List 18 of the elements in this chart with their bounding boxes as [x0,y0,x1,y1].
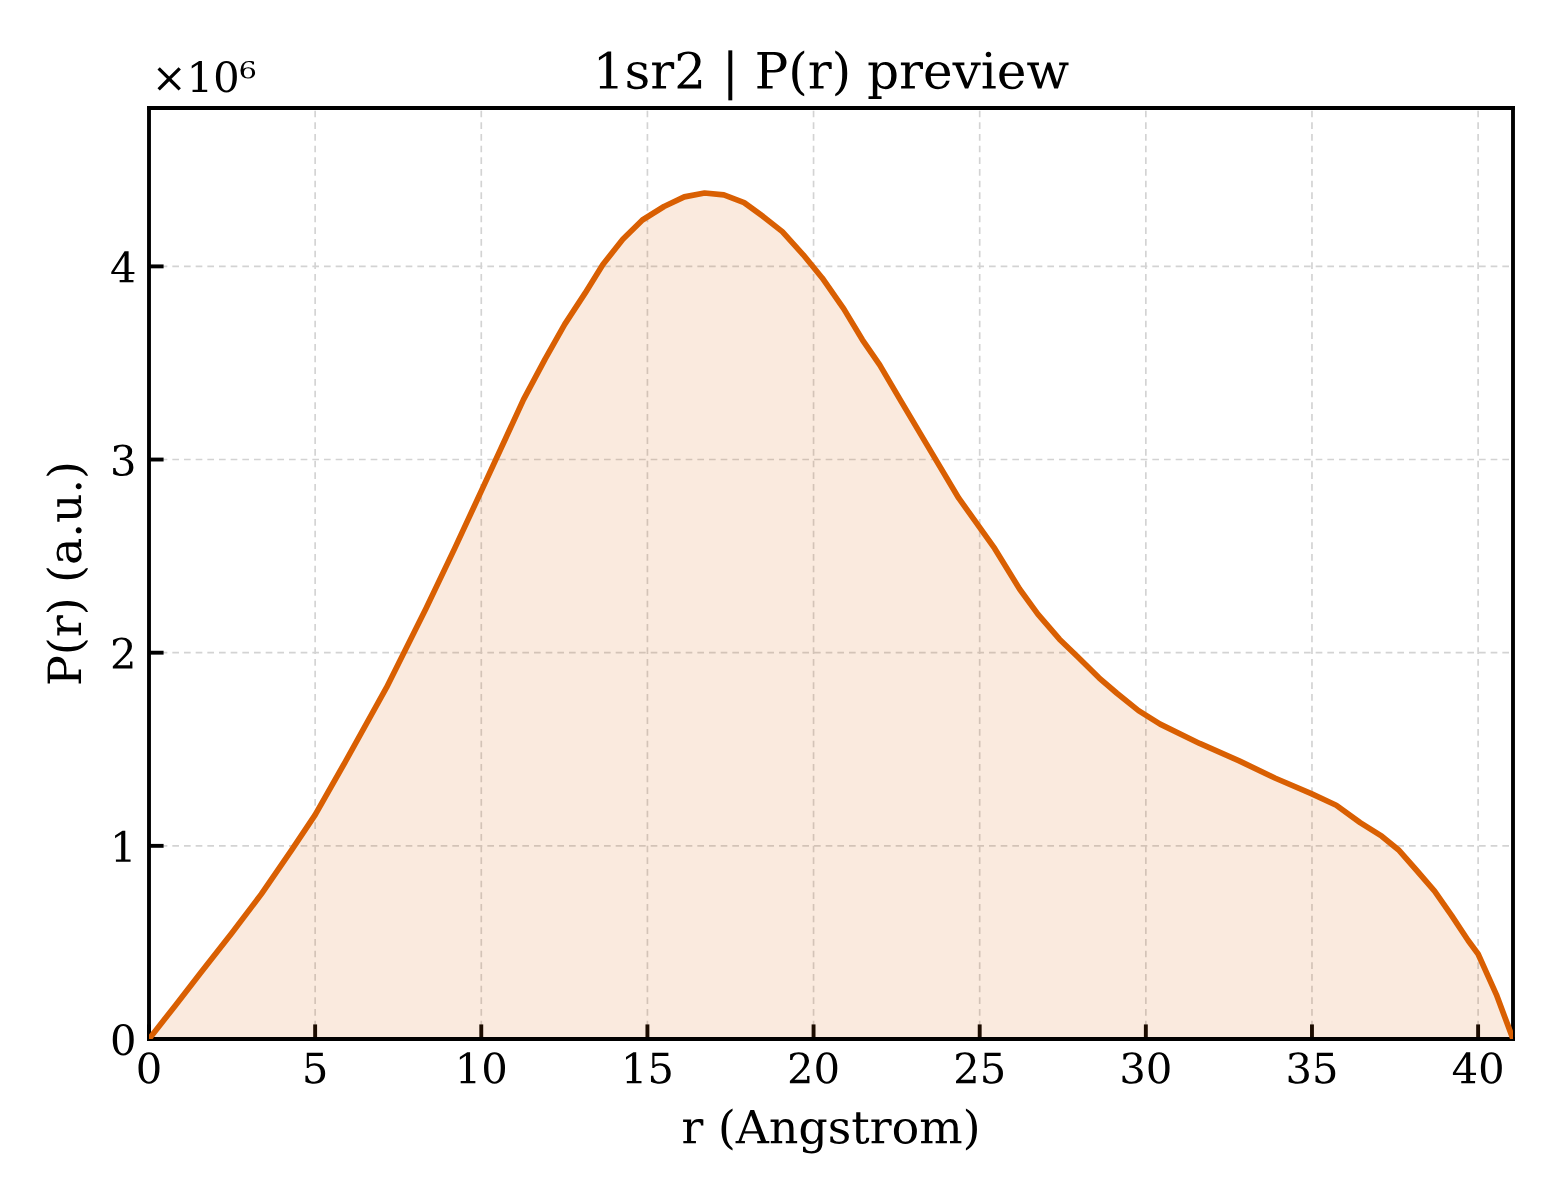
x-tick-label: 20 [789,1052,838,1084]
y-tick-label: 2 [112,637,133,669]
text: ×10⁶ [157,60,256,93]
y-tick-label: 0 [112,1023,134,1056]
x-tick-label: 40 [1452,1052,1502,1084]
x-tick-label: 15 [625,1052,671,1084]
x-tick-label: 0 [138,1052,160,1084]
x-tick-label: 30 [1122,1052,1170,1084]
y-tick-label: 4 [111,251,135,283]
chart-title: 1sr2 | P(r) preview [598,50,1069,101]
x-axis-title: r (Angstrom) [683,1108,977,1154]
y-tick-label: 1 [115,830,131,862]
x-tick-label: 25 [956,1052,1003,1084]
y-tick-label: 3 [113,444,134,476]
x-tick-label: 35 [1288,1052,1336,1084]
y-axis-title: P(r) (a.u.) [46,464,89,684]
x-tick-label: 10 [459,1052,506,1084]
x-tick-label: 5 [305,1052,326,1084]
